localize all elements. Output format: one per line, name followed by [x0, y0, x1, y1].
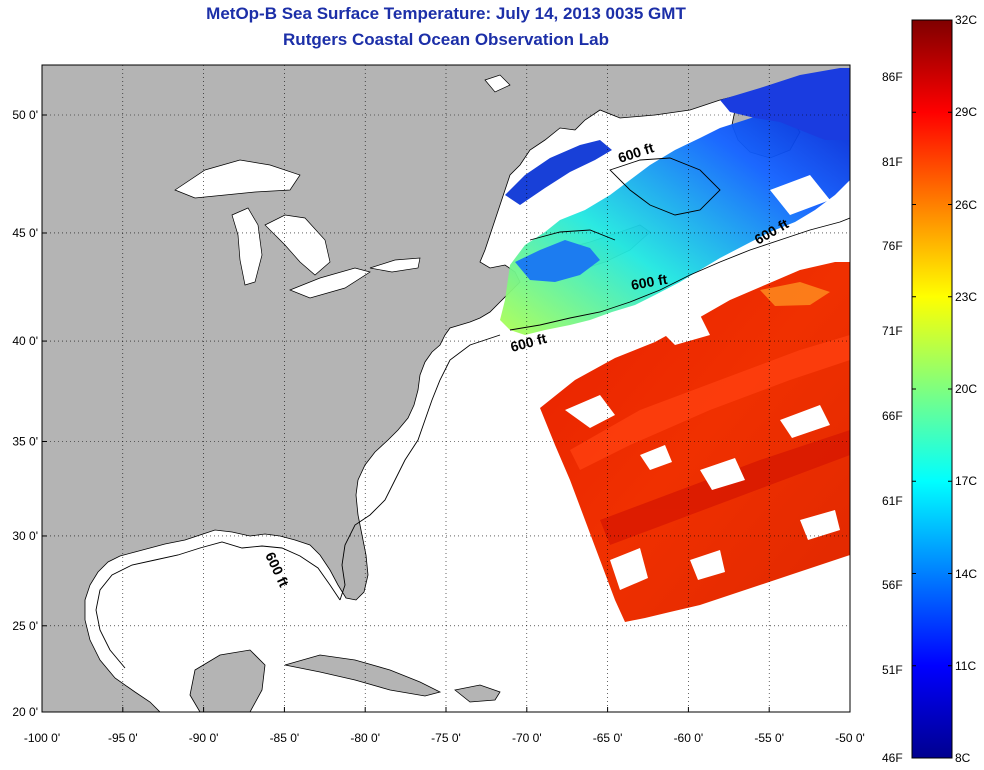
lon-tick-label: -95 0' — [108, 731, 138, 745]
colorbar — [912, 20, 952, 758]
colorbar-label-celsius: 26C — [955, 198, 977, 212]
colorbar-label-fahrenheit: 61F — [882, 494, 903, 508]
colorbar-label-celsius: 11C — [955, 659, 976, 673]
lat-tick-label: 35 0' — [12, 435, 38, 449]
colorbar-label-fahrenheit: 46F — [882, 751, 903, 765]
lon-tick-label: -80 0' — [350, 731, 380, 745]
colorbar-label-fahrenheit: 51F — [882, 663, 903, 677]
lon-tick-label: -50 0' — [835, 731, 865, 745]
colorbar-label-celsius: 17C — [955, 474, 977, 488]
lon-tick-label: -55 0' — [754, 731, 784, 745]
colorbar-label-celsius: 23C — [955, 290, 977, 304]
lon-tick-label: -85 0' — [270, 731, 300, 745]
colorbar-label-fahrenheit: 86F — [882, 70, 903, 84]
lat-tick-label: 50 0' — [12, 108, 38, 122]
map-subtitle: Rutgers Coastal Ocean Observation Lab — [42, 30, 850, 50]
colorbar-label-fahrenheit: 81F — [882, 155, 903, 169]
lon-tick-label: -60 0' — [674, 731, 704, 745]
lat-tick-label: 45 0' — [12, 226, 38, 240]
lat-tick-label: 30 0' — [12, 529, 38, 543]
lat-tick-label: 20 0' — [12, 705, 38, 719]
colorbar-label-fahrenheit: 66F — [882, 409, 903, 423]
colorbar-label-celsius: 8C — [955, 751, 970, 765]
lat-tick-label: 25 0' — [12, 619, 38, 633]
lon-tick-label: -65 0' — [593, 731, 623, 745]
colorbar-label-celsius: 14C — [955, 567, 977, 581]
colorbar-label-fahrenheit: 56F — [882, 578, 903, 592]
colorbar-label-fahrenheit: 71F — [882, 324, 903, 338]
colorbar-label-fahrenheit: 76F — [882, 239, 903, 253]
lon-tick-label: -90 0' — [189, 731, 219, 745]
lon-tick-label: -75 0' — [431, 731, 461, 745]
lon-tick-label: -100 0' — [24, 731, 60, 745]
map-title: MetOp-B Sea Surface Temperature: July 14… — [42, 4, 850, 24]
colorbar-label-celsius: 20C — [955, 382, 977, 396]
colorbar-label-celsius: 29C — [955, 105, 977, 119]
colorbar-label-celsius: 32C — [955, 13, 977, 27]
lon-tick-label: -70 0' — [512, 731, 542, 745]
lat-tick-label: 40 0' — [12, 334, 38, 348]
